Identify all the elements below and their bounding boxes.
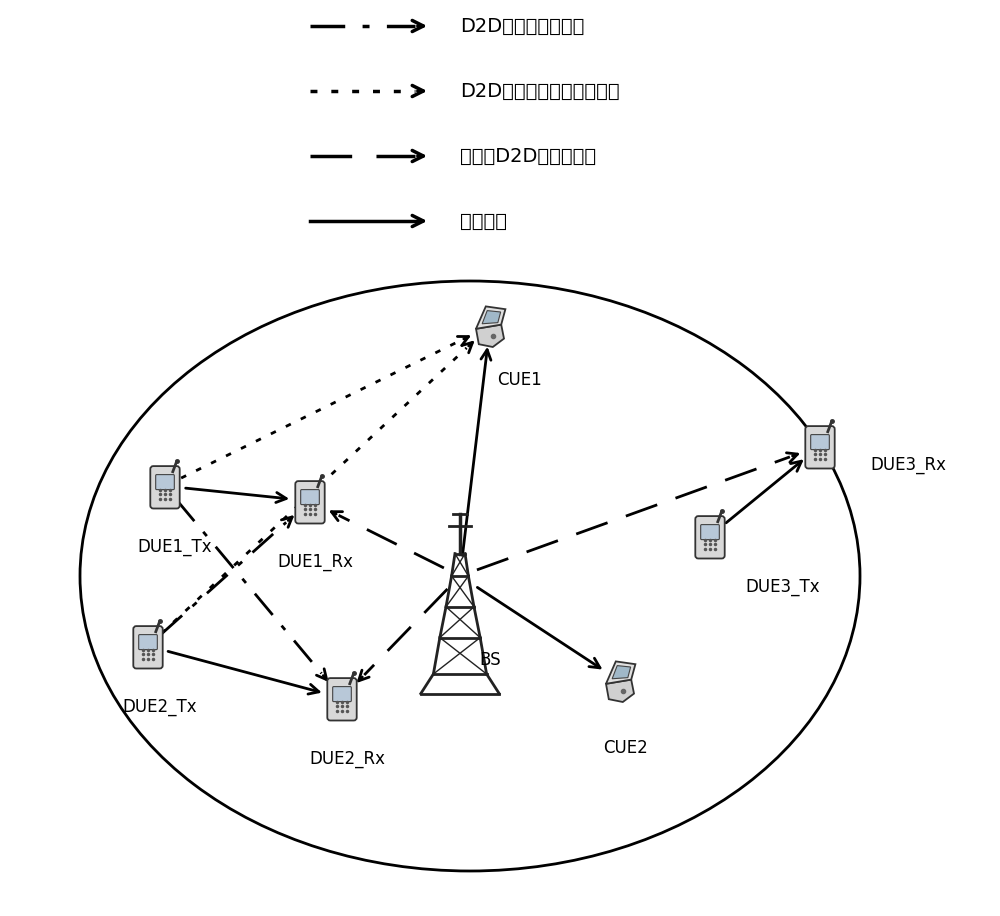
Text: DUE1_Rx: DUE1_Rx: [277, 553, 353, 571]
Polygon shape: [476, 306, 505, 329]
FancyBboxPatch shape: [150, 466, 180, 508]
Polygon shape: [476, 324, 504, 347]
FancyBboxPatch shape: [139, 635, 157, 649]
Polygon shape: [606, 661, 635, 684]
FancyBboxPatch shape: [327, 678, 357, 721]
Text: DUE2_Rx: DUE2_Rx: [309, 750, 385, 768]
Text: D2D用户对蜂窝用户的干扰: D2D用户对蜂窝用户的干扰: [460, 82, 620, 101]
Polygon shape: [606, 680, 634, 702]
Text: 有用信号: 有用信号: [460, 212, 507, 231]
Polygon shape: [482, 311, 501, 323]
FancyBboxPatch shape: [811, 434, 829, 450]
FancyBboxPatch shape: [701, 525, 719, 540]
Text: 基站对D2D用户的干扰: 基站对D2D用户的干扰: [460, 147, 596, 166]
Text: CUE2: CUE2: [603, 739, 647, 757]
FancyBboxPatch shape: [301, 489, 319, 505]
Text: DUE3_Tx: DUE3_Tx: [745, 578, 820, 596]
Text: BS: BS: [479, 651, 501, 669]
FancyBboxPatch shape: [695, 516, 725, 559]
FancyBboxPatch shape: [295, 481, 325, 524]
FancyBboxPatch shape: [333, 687, 351, 702]
Polygon shape: [612, 666, 631, 679]
Text: DUE2_Tx: DUE2_Tx: [123, 698, 197, 716]
FancyBboxPatch shape: [133, 627, 163, 669]
Text: D2D用户之间的干扰: D2D用户之间的干扰: [460, 16, 584, 36]
Text: CUE1: CUE1: [498, 371, 542, 389]
FancyBboxPatch shape: [156, 474, 174, 489]
Text: DUE3_Rx: DUE3_Rx: [870, 456, 946, 474]
FancyBboxPatch shape: [805, 426, 835, 468]
Text: DUE1_Tx: DUE1_Tx: [138, 538, 212, 556]
